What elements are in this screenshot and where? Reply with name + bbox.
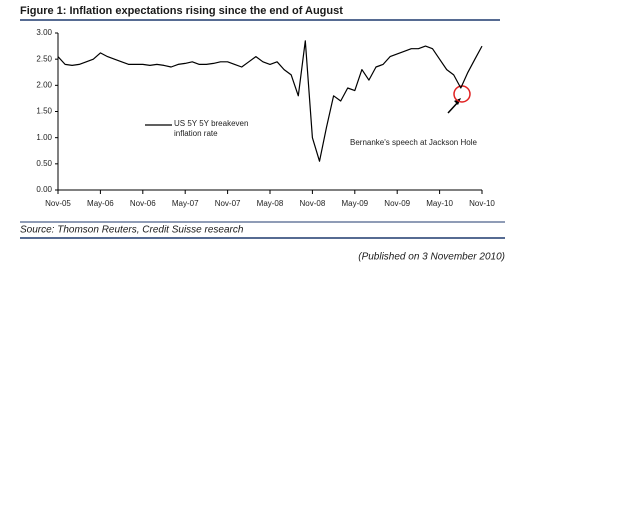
y-tick-label: 3.00 [36,28,52,37]
chart-title: Figure 1: Inflation expectations rising … [20,5,343,17]
y-tick-label: 2.50 [36,54,52,63]
source: Source: Thomson Reuters, Credit Suisse r… [20,225,244,236]
y-tick-label: 1.00 [36,133,52,142]
x-tick-label: Nov-05 [45,199,71,208]
highlight-circle [453,85,471,103]
annotation: Bernanke's speech at Jackson Hole [350,138,477,147]
x-tick-label: Nov-10 [469,199,495,208]
legend-label: US 5Y 5Y breakeven inflation rate [174,119,249,138]
x-tick-label: Nov-08 [300,199,326,208]
series-line [57,40,483,162]
x-tick-label: May-09 [341,199,368,208]
y-tick-label: 0.00 [36,185,52,194]
x-tick-label: May-10 [426,199,453,208]
x-tick-label: May-06 [87,199,114,208]
y-tick-label: 0.50 [36,159,52,168]
x-tick-label: Nov-06 [130,199,156,208]
publication-note: (Published on 3 November 2010) [358,252,505,263]
y-tick-label: 1.50 [36,107,52,116]
x-tick-label: Nov-07 [215,199,241,208]
y-tick-label: 2.00 [36,80,52,89]
x-tick-label: May-08 [257,199,284,208]
x-tick-label: May-07 [172,199,199,208]
x-tick-label: Nov-09 [384,199,410,208]
